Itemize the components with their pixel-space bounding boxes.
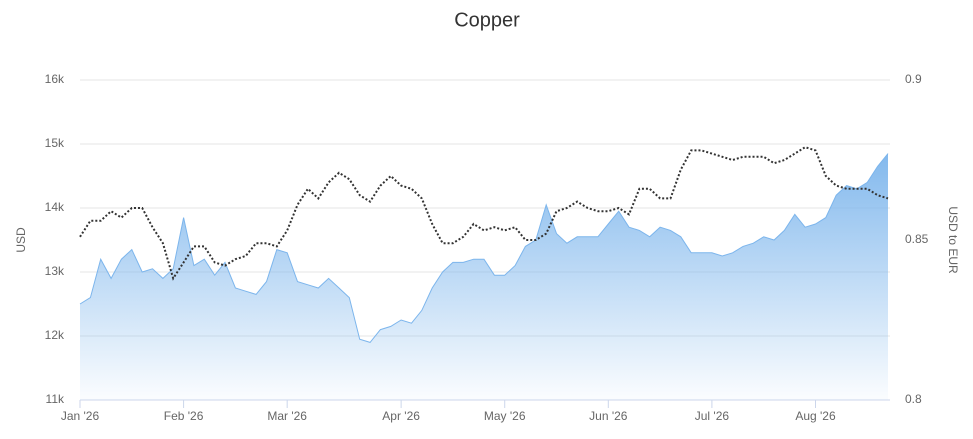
x-tick-label: Jul '26 bbox=[695, 409, 730, 423]
x-tick-label: Jan '26 bbox=[61, 409, 100, 423]
y-tick-label: 16k bbox=[45, 72, 65, 86]
y-tick-label: 11k bbox=[46, 392, 65, 406]
y2-tick-label: 0.85 bbox=[905, 232, 929, 246]
y-tick-label: 13k bbox=[45, 264, 65, 278]
area-fill bbox=[80, 153, 888, 400]
y2-tick-label: 0.8 bbox=[905, 392, 922, 406]
x-tick-label: Feb '26 bbox=[164, 409, 204, 423]
y-tick-label: 12k bbox=[45, 328, 65, 342]
y-tick-label: 14k bbox=[45, 200, 65, 214]
x-tick-label: Mar '26 bbox=[267, 409, 307, 423]
x-tick-label: Aug '26 bbox=[795, 409, 836, 423]
area-line bbox=[79, 153, 889, 343]
x-tick-label: May '26 bbox=[484, 409, 526, 423]
y-axis-title: USD bbox=[14, 227, 28, 253]
line bbox=[79, 146, 889, 281]
x-tick-label: Jun '26 bbox=[589, 409, 628, 423]
chart-title: Copper bbox=[454, 9, 520, 31]
y2-axis-title: USD to EUR bbox=[946, 206, 960, 274]
y2-tick-label: 0.9 bbox=[905, 72, 922, 86]
y-tick-label: 15k bbox=[45, 136, 65, 150]
x-tick-label: Apr '26 bbox=[382, 409, 420, 423]
